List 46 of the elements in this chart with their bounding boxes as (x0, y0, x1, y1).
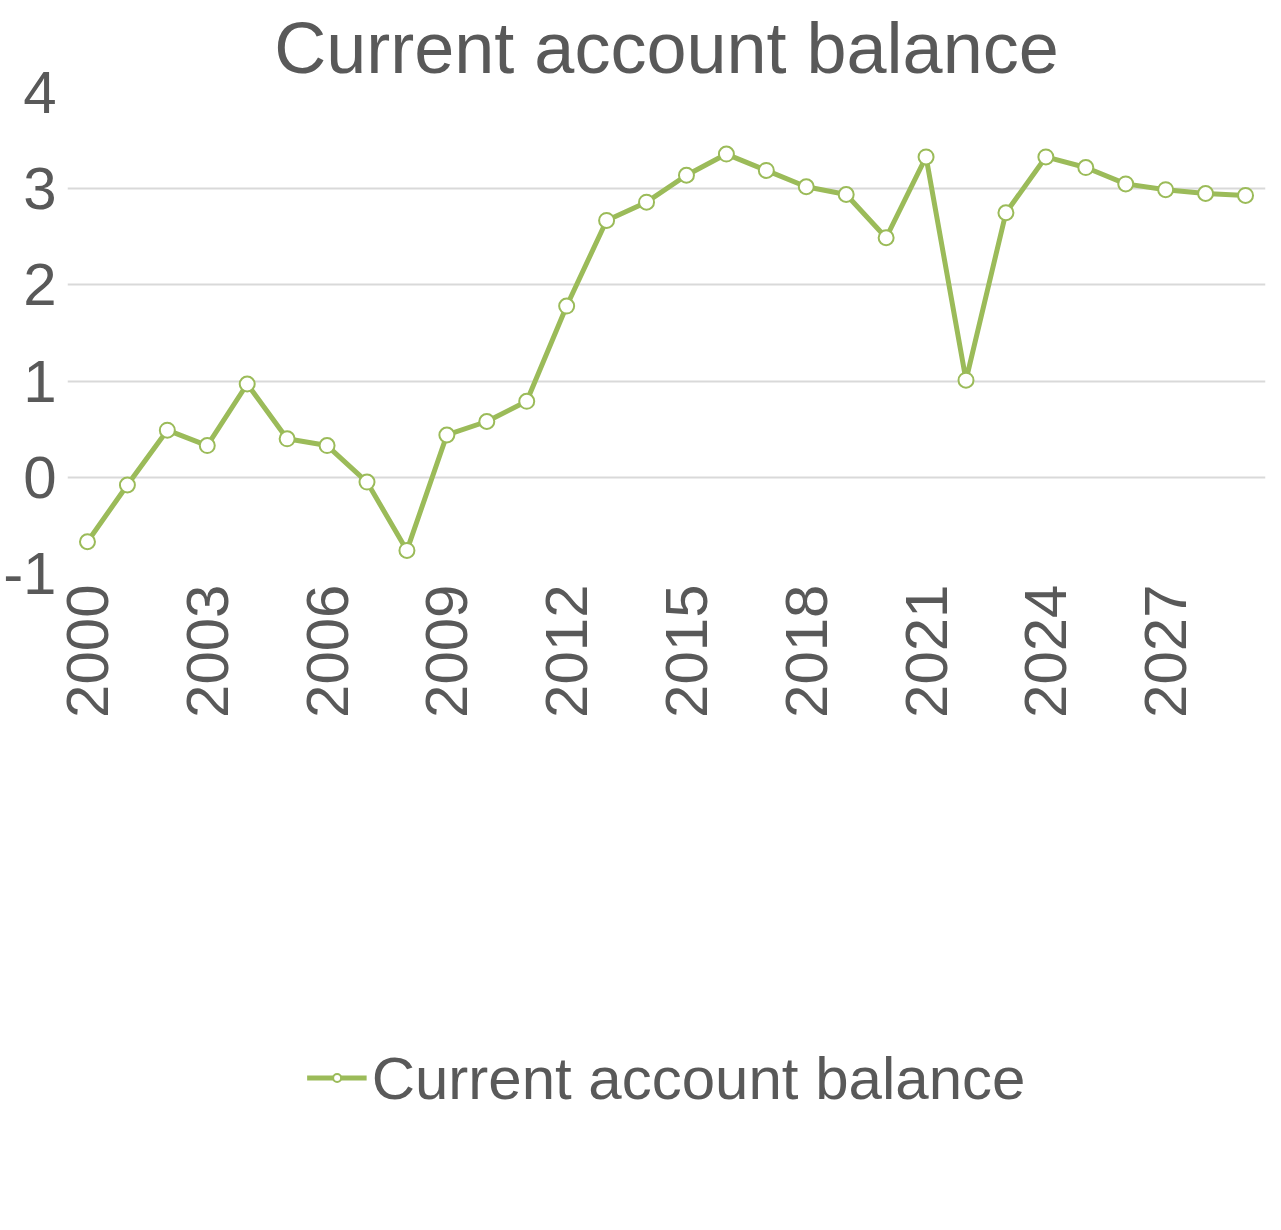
x-tick-label: 2006 (293, 584, 361, 718)
point (518, 392, 536, 410)
x-tick-label: 2024 (1012, 584, 1080, 718)
y-tick-label: 4 (23, 59, 57, 126)
point (1197, 185, 1215, 202)
point (638, 193, 656, 211)
y-tick-label: 0 (23, 443, 57, 511)
x-tick-label: 2012 (533, 584, 601, 718)
point (398, 541, 416, 559)
point (478, 413, 496, 430)
legend-label: Current account balance (371, 1043, 1026, 1113)
y-tick-label: 2 (23, 251, 57, 319)
point (917, 148, 935, 166)
y-tick-label: 1 (23, 347, 57, 415)
point (877, 229, 895, 247)
point (717, 145, 735, 163)
point (957, 371, 975, 389)
y-tick-label: 3 (23, 155, 57, 223)
x-tick-label: 2021 (892, 584, 960, 718)
x-tick-label: 2027 (1132, 584, 1200, 718)
x-tick-label: 2009 (413, 584, 481, 718)
x-tick-label: 2018 (772, 584, 840, 718)
chart-title: Current account balance (274, 7, 1059, 88)
point (118, 476, 136, 494)
point (757, 161, 775, 179)
point (1237, 186, 1255, 204)
point (558, 297, 576, 315)
point (1037, 148, 1055, 166)
x-tick-label: 2015 (652, 584, 720, 718)
point (837, 185, 855, 203)
point (1117, 175, 1135, 193)
point (598, 211, 616, 229)
point (198, 437, 216, 455)
point (997, 204, 1015, 222)
point (358, 473, 376, 491)
point (278, 430, 296, 448)
point (158, 421, 176, 439)
point (1157, 181, 1175, 199)
point (238, 375, 256, 393)
point (318, 437, 336, 455)
point (438, 426, 456, 444)
x-tick-label: 2003 (173, 584, 241, 718)
point (78, 533, 96, 551)
point (1077, 159, 1095, 177)
point (797, 178, 815, 196)
point (677, 166, 695, 184)
